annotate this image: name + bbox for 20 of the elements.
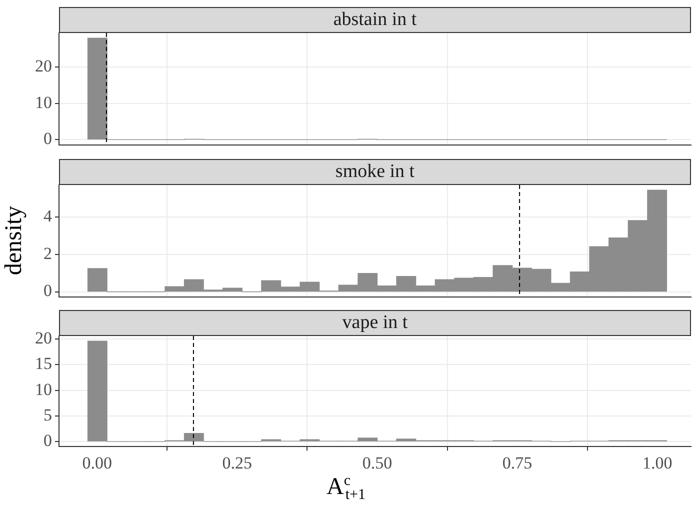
chart-title: abstain in t <box>333 8 418 30</box>
x-tick-label: 0.25 <box>222 453 252 472</box>
y-tick-label: 5 <box>44 405 52 424</box>
x-tick-label: 0.00 <box>82 453 112 472</box>
chart-title: smoke in t <box>335 160 416 182</box>
y-axis-title: density <box>0 206 28 276</box>
y-tick-label: 0 <box>44 281 52 300</box>
y-tick-label: 2 <box>44 244 52 263</box>
y-tick-label: 0 <box>44 431 52 450</box>
x-tick-label: 0.50 <box>362 453 392 472</box>
y-tick-label: 10 <box>35 92 52 112</box>
x-tick-label: 0.75 <box>502 453 532 472</box>
x-tick-label: 1.00 <box>642 453 672 472</box>
y-tick-label: 20 <box>35 56 52 76</box>
y-tick-label: 15 <box>35 354 52 374</box>
y-tick-label: 20 <box>35 328 52 348</box>
y-tick-label: 10 <box>35 380 52 399</box>
y-tick-label: 4 <box>44 206 52 226</box>
y-tick-label: 0 <box>44 129 52 148</box>
chart-title: vape in t <box>342 312 408 333</box>
